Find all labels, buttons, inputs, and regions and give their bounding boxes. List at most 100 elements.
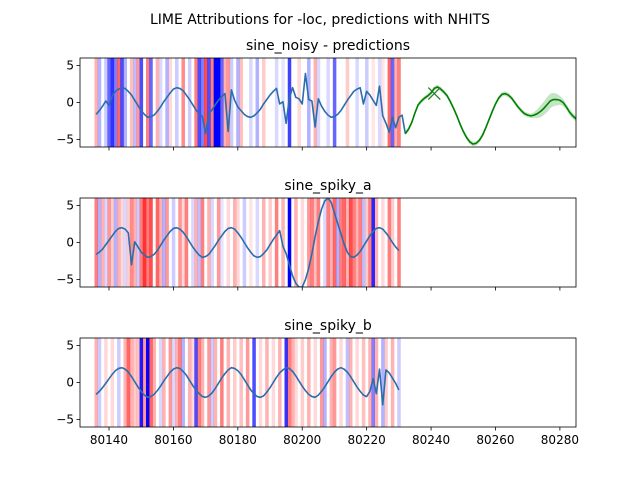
attribution-band (181, 198, 185, 287)
attribution-band (191, 198, 195, 287)
attribution-band (249, 198, 253, 287)
attribution-band (394, 58, 398, 147)
attribution-band (332, 198, 337, 287)
attribution-band (126, 198, 131, 287)
y-tick-label: 5 (66, 58, 74, 72)
attribution-band (158, 58, 163, 147)
attribution-band (232, 338, 237, 427)
attribution-band (117, 338, 121, 427)
attribution-band (319, 338, 324, 427)
attribution-band (210, 198, 214, 287)
attribution-band (200, 58, 205, 147)
attribution-band (149, 338, 153, 427)
attribution-band (377, 58, 382, 147)
attribution-band (348, 338, 353, 427)
y-tick-label: −5 (56, 273, 74, 287)
attribution-band (371, 198, 376, 287)
attribution-band (97, 338, 102, 427)
attribution-band (274, 198, 279, 287)
attribution-band (287, 198, 292, 287)
attribution-band (165, 198, 169, 287)
attribution-band (365, 198, 369, 287)
attribution-band (332, 338, 337, 427)
attribution-band (397, 58, 401, 147)
attribution-band (355, 198, 359, 287)
attribution-band (220, 198, 224, 287)
attribution-band (307, 58, 311, 147)
attribution-band (374, 338, 379, 427)
attribution-band (171, 198, 176, 287)
x-tick-label: 80220 (348, 433, 386, 447)
attribution-band (255, 58, 260, 147)
attribution-band (194, 58, 198, 147)
attribution-band (100, 198, 105, 287)
x-tick-label: 80260 (476, 433, 514, 447)
attribution-band (110, 58, 115, 147)
attribution-band (381, 58, 385, 147)
attribution-band (178, 198, 182, 287)
attribution-band (152, 338, 156, 427)
subplot-title: sine_spiky_a (284, 178, 371, 194)
attribution-band (326, 198, 330, 287)
attribution-band (294, 338, 298, 427)
attribution-band (155, 198, 160, 287)
attribution-band (374, 198, 379, 287)
attribution-band (200, 338, 205, 427)
attribution-band (123, 338, 128, 427)
attribution-band (300, 198, 305, 287)
attribution-band (361, 198, 366, 287)
attribution-band (265, 338, 269, 427)
attribution-band (316, 198, 321, 287)
attribution-band (329, 198, 334, 287)
attribution-band (371, 58, 376, 147)
attribution-band (220, 58, 224, 147)
x-tick-label: 80280 (541, 433, 579, 447)
attribution-band (175, 58, 179, 147)
attribution-band (252, 338, 256, 427)
attribution-band (165, 58, 169, 147)
attribution-band (361, 338, 366, 427)
attribution-band (162, 198, 166, 287)
attribution-band (232, 198, 237, 287)
attribution-band (187, 338, 192, 427)
attribution-band (387, 198, 392, 287)
attribution-band (191, 338, 195, 427)
attribution-band (307, 338, 311, 427)
attribution-band (239, 338, 243, 427)
attribution-band (281, 198, 285, 287)
attribution-band (336, 198, 340, 287)
attribution-band (216, 58, 221, 147)
attribution-band (245, 338, 250, 427)
attribution-band (397, 338, 401, 427)
input-series-line (95, 72, 407, 135)
attribution-band (149, 58, 153, 147)
attribution-band (323, 198, 327, 287)
attribution-band (268, 198, 272, 287)
attribution-band (129, 58, 134, 147)
attribution-band (261, 198, 266, 287)
attribution-band (133, 58, 137, 147)
attribution-band (210, 58, 214, 147)
attribution-band (332, 58, 337, 147)
attribution-band (123, 198, 128, 287)
attribution-band (239, 58, 243, 147)
attribution-band (381, 338, 385, 427)
attribution-band (158, 338, 163, 427)
attribution-band (197, 338, 202, 427)
attribution-band (216, 198, 221, 287)
attribution-band (236, 58, 240, 147)
attribution-band (355, 58, 359, 147)
plot-area (94, 58, 576, 147)
x-tick-label: 80140 (90, 433, 128, 447)
y-tick-label: 0 (66, 236, 74, 250)
attribution-band (207, 198, 211, 287)
attribution-band (323, 338, 327, 427)
attribution-band (94, 338, 99, 427)
attribution-band (200, 198, 205, 287)
attribution-band (162, 338, 166, 427)
input-series-line (95, 198, 400, 287)
attribution-band (97, 198, 102, 287)
y-tick-label: −5 (56, 413, 74, 427)
attribution-band (181, 338, 185, 427)
attribution-band (139, 338, 144, 427)
